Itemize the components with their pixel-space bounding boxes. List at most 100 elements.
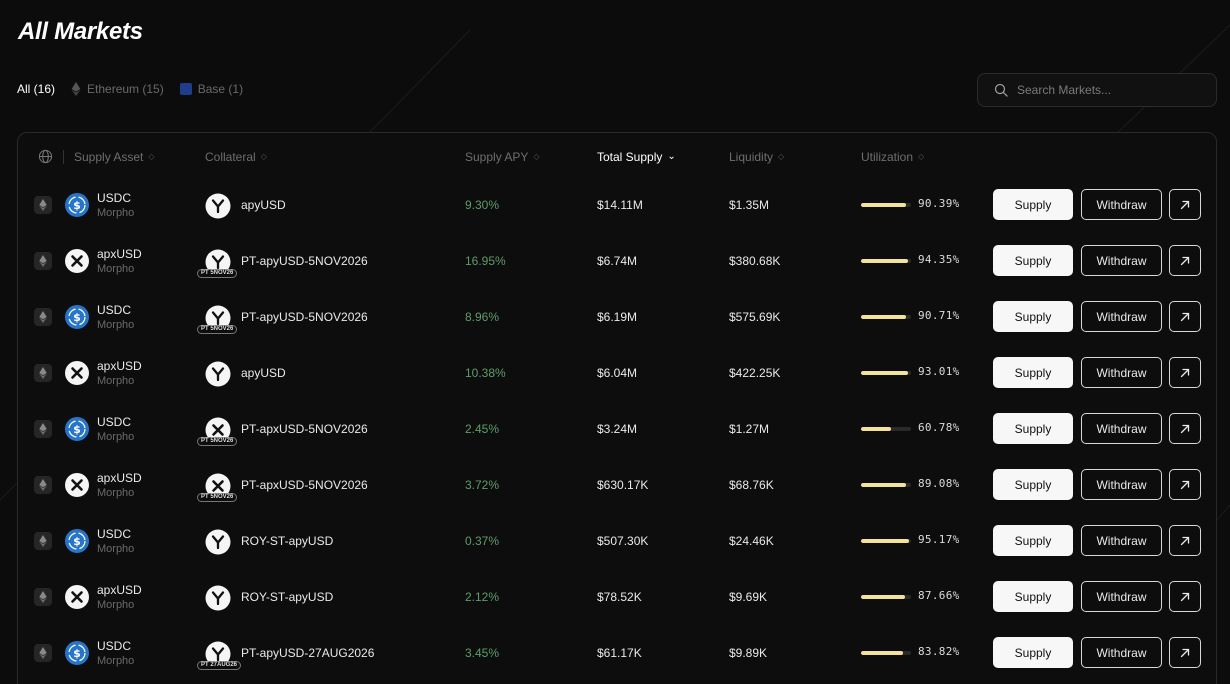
apy-token-icon (205, 249, 231, 275)
table-row[interactable]: apxUSD Morpho PT 5NOV26 PT-apyUSD-5NOV2026 1… (18, 233, 1216, 289)
chain-badge (34, 588, 52, 606)
total-supply: $78.52K (597, 590, 642, 604)
col-supply-asset[interactable]: Supply Asset ◇ (74, 150, 155, 164)
col-supply-asset-label: Supply Asset (74, 150, 144, 164)
usdc-icon: $ (65, 529, 89, 553)
open-market-button[interactable] (1169, 413, 1201, 444)
collateral-icon-wrap: PT 27AUG26 (197, 641, 242, 670)
supply-asset-protocol: Morpho (97, 487, 135, 499)
utilization-value: 90.39% (918, 197, 960, 210)
liquidity: $24.46K (729, 534, 774, 548)
supply-button[interactable]: Supply (993, 581, 1073, 612)
utilization-bar-fill (861, 427, 892, 431)
open-market-button[interactable] (1169, 301, 1201, 332)
apx-icon (65, 585, 89, 609)
utilization-bar-fill (861, 483, 906, 487)
withdraw-button[interactable]: Withdraw (1081, 469, 1162, 500)
globe-icon[interactable] (38, 149, 53, 164)
table-row[interactable]: $ USDC Morpho apyUSD 9.30% $14.11M $1.35M 90.39… (18, 177, 1216, 233)
external-link-icon (1180, 536, 1190, 545)
supply-button[interactable]: Supply (993, 525, 1073, 556)
utilization-bar-fill (861, 539, 909, 543)
table-row[interactable]: $ USDC Morpho PT 27AUG26 PT-apyUSD-27AUG2026… (18, 625, 1216, 681)
collateral-icon-wrap (205, 193, 231, 219)
utilization-value: 94.35% (918, 253, 960, 266)
withdraw-button[interactable]: Withdraw (1081, 189, 1162, 220)
table-row[interactable]: apxUSD Morpho PT 5NOV26 PT-apxUSD-5NOV2026 3… (18, 457, 1216, 513)
sort-icon: ◇ (148, 152, 155, 161)
sort-icon: ◇ (533, 152, 540, 161)
supply-button[interactable]: Supply (993, 245, 1073, 276)
utilization-bar (861, 595, 911, 599)
withdraw-button[interactable]: Withdraw (1081, 357, 1162, 388)
ethereum-icon (39, 535, 47, 547)
table-row[interactable]: $ USDC Morpho PT 5NOV26 PT-apyUSD-5NOV2026 8.… (18, 289, 1216, 345)
col-collateral[interactable]: Collateral ◇ (205, 150, 267, 164)
table-row[interactable]: $ USDC Morpho PT 5NOV26 PT-apxUSD-5NOV2026 2.… (18, 401, 1216, 457)
col-supply-apy[interactable]: Supply APY ◇ (465, 150, 540, 164)
utilization-bar (861, 371, 911, 375)
tab-ethereum[interactable]: Ethereum (15) (71, 82, 164, 96)
ethereum-icon (39, 479, 47, 491)
apy-token-icon (205, 585, 231, 611)
col-utilization[interactable]: Utilization ◇ (861, 150, 924, 164)
utilization-bar (861, 651, 911, 655)
tab-base[interactable]: Base (1) (179, 82, 243, 96)
supply-asset-protocol: Morpho (97, 543, 135, 555)
col-total-supply[interactable]: Total Supply ⌄ (597, 150, 676, 164)
open-market-button[interactable] (1169, 245, 1201, 276)
open-market-button[interactable] (1169, 357, 1201, 388)
open-market-button[interactable] (1169, 581, 1201, 612)
table-row[interactable]: apxUSD Morpho ROY-ST-apyUSD 2.12% $78.52K $9.… (18, 569, 1216, 625)
pt-maturity-tag: PT 5NOV26 (197, 325, 238, 334)
open-market-button[interactable] (1169, 525, 1201, 556)
utilization-bar (861, 427, 911, 431)
withdraw-button[interactable]: Withdraw (1081, 245, 1162, 276)
col-liquidity[interactable]: Liquidity ◇ (729, 150, 784, 164)
supply-button[interactable]: Supply (993, 301, 1073, 332)
open-market-button[interactable] (1169, 469, 1201, 500)
chain-badge (34, 196, 52, 214)
apx-token-icon (205, 473, 231, 499)
sort-icon: ◇ (260, 152, 267, 161)
page-title: All Markets (18, 18, 143, 45)
collateral-icon-wrap (205, 529, 231, 555)
supply-button[interactable]: Supply (993, 413, 1073, 444)
withdraw-button[interactable]: Withdraw (1081, 413, 1162, 444)
supply-apy: 10.38% (465, 366, 506, 380)
supply-asset-name: apxUSD (97, 359, 142, 373)
withdraw-button[interactable]: Withdraw (1081, 637, 1162, 668)
open-market-button[interactable] (1169, 637, 1201, 668)
svg-text:$: $ (73, 311, 81, 324)
liquidity: $1.27M (729, 422, 770, 436)
supply-button[interactable]: Supply (993, 637, 1073, 668)
supply-apy: 8.96% (465, 310, 500, 324)
total-supply: $6.74M (597, 254, 638, 268)
table-row[interactable]: apxUSD Morpho apyUSD 10.38% $6.04M $422.25K 93… (18, 345, 1216, 401)
ethereum-icon (39, 591, 47, 603)
apx-icon (65, 361, 89, 385)
supply-apy: 9.30% (465, 198, 500, 212)
search-input[interactable] (1017, 83, 1197, 97)
liquidity: $68.76K (729, 478, 774, 492)
withdraw-button[interactable]: Withdraw (1081, 301, 1162, 332)
tab-all-label: All (16) (17, 82, 56, 96)
pt-maturity-tag: PT 5NOV26 (197, 269, 238, 278)
table-row[interactable]: $ USDC Morpho ROY-ST-apyUSD 0.37% $507.30K $24… (18, 513, 1216, 569)
supply-button[interactable]: Supply (993, 189, 1073, 220)
chain-badge (34, 532, 52, 550)
ethereum-icon (39, 255, 47, 267)
svg-text:$: $ (73, 535, 81, 548)
supply-button[interactable]: Supply (993, 469, 1073, 500)
col-utilization-label: Utilization (861, 150, 914, 164)
withdraw-button[interactable]: Withdraw (1081, 525, 1162, 556)
apy-token-icon (205, 305, 231, 331)
supply-button[interactable]: Supply (993, 357, 1073, 388)
supply-asset-name: USDC (97, 191, 132, 205)
withdraw-button[interactable]: Withdraw (1081, 581, 1162, 612)
open-market-button[interactable] (1169, 189, 1201, 220)
chain-badge (34, 420, 52, 438)
tab-all[interactable]: All (16) (17, 82, 55, 96)
total-supply: $6.19M (597, 310, 638, 324)
supply-apy: 2.45% (465, 422, 500, 436)
